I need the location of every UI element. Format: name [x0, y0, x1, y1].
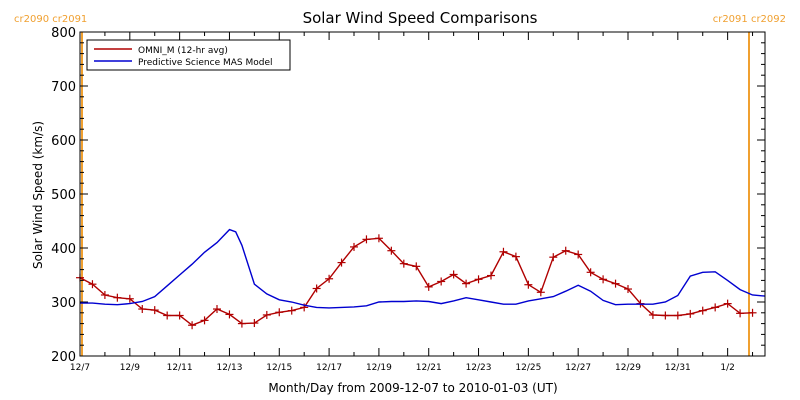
x-tick-label: 12/31: [665, 363, 691, 373]
data-point: [673, 311, 682, 320]
data-point: [736, 309, 745, 318]
data-point: [225, 310, 234, 319]
y-tick-label: 700: [51, 80, 76, 95]
rotation-marker-label: cr2091 cr2092: [713, 14, 786, 25]
y-tick-label: 300: [51, 296, 76, 311]
data-point: [711, 303, 720, 312]
x-tick-label: 12/23: [466, 363, 492, 373]
data-point: [511, 252, 520, 261]
data-point: [237, 319, 246, 328]
data-point: [312, 284, 321, 293]
data-point: [723, 299, 732, 308]
x-tick-label: 12/27: [565, 363, 591, 373]
data-point: [213, 305, 221, 314]
data-point: [561, 246, 570, 255]
legend: OMNI_M (12-hr avg) Predictive Science MA…: [86, 39, 291, 71]
data-point: [437, 277, 446, 286]
data-point: [362, 235, 371, 244]
y-axis-label: Solar Wind Speed (km/s): [31, 121, 45, 269]
data-point: [175, 311, 184, 320]
data-point: [399, 259, 408, 268]
x-tick-label: 1/2: [720, 363, 734, 373]
x-tick-label: 12/9: [120, 363, 140, 373]
data-point: [474, 275, 483, 284]
data-point: [387, 246, 396, 255]
data-point: [412, 262, 421, 271]
series-line-omni: [79, 237, 753, 326]
data-point: [748, 308, 757, 317]
rotation-marker-label: cr2090 cr2091: [14, 14, 87, 25]
x-tick-label: 12/29: [615, 363, 641, 373]
data-point: [275, 308, 284, 317]
data-point: [287, 306, 296, 315]
data-point: [487, 271, 495, 280]
data-point: [549, 253, 558, 262]
x-tick-label: 12/11: [167, 363, 193, 373]
data-point: [100, 290, 109, 299]
x-tick-label: 12/13: [216, 363, 242, 373]
series-line-mas: [80, 228, 766, 309]
data-point: [449, 270, 458, 279]
x-tick-label: 12/15: [266, 363, 292, 373]
data-point: [188, 321, 197, 330]
y-tick-label: 500: [51, 188, 76, 203]
data-point: [350, 242, 358, 251]
legend-label-mas: Predictive Science MAS Model: [138, 58, 273, 68]
legend-box: [86, 39, 291, 71]
x-tick-label: 12/17: [316, 363, 342, 373]
y-tick-label: 600: [51, 134, 76, 149]
legend-label-omni: OMNI_M (12-hr avg): [138, 46, 228, 56]
data-point: [611, 279, 620, 288]
data-point: [624, 285, 632, 294]
y-tick-label: 400: [51, 242, 76, 257]
data-point: [574, 250, 583, 259]
data-point: [337, 258, 346, 267]
data-point: [661, 311, 670, 320]
data-point: [524, 280, 533, 289]
data-point: [113, 293, 122, 302]
data-point: [599, 275, 608, 284]
chart-title: Solar Wind Speed Comparisons: [303, 9, 538, 27]
data-point: [200, 316, 209, 325]
data-point: [536, 288, 545, 297]
data-point: [262, 310, 271, 319]
x-tick-label: 12/21: [416, 363, 442, 373]
data-point: [686, 309, 695, 318]
plot-frame: [79, 31, 766, 357]
data-point: [138, 305, 147, 314]
data-point: [88, 280, 97, 289]
y-tick-label: 200: [51, 350, 76, 365]
data-point: [374, 234, 383, 243]
data-point: [325, 274, 334, 283]
x-tick-label: 12/19: [366, 363, 392, 373]
x-tick-label: 12/7: [70, 363, 90, 373]
data-point: [125, 294, 134, 303]
data-point: [648, 310, 657, 319]
x-axis-label: Month/Day from 2009-12-07 to 2010-01-03 …: [268, 381, 557, 395]
data-point: [424, 282, 433, 291]
data-point: [250, 319, 259, 328]
data-point: [163, 311, 172, 320]
data-point: [698, 306, 707, 315]
y-tick-label: 800: [51, 26, 76, 41]
data-point: [499, 247, 508, 256]
data-point: [586, 268, 595, 277]
data-point: [150, 306, 159, 315]
data-point: [462, 279, 471, 288]
x-tick-label: 12/25: [515, 363, 541, 373]
